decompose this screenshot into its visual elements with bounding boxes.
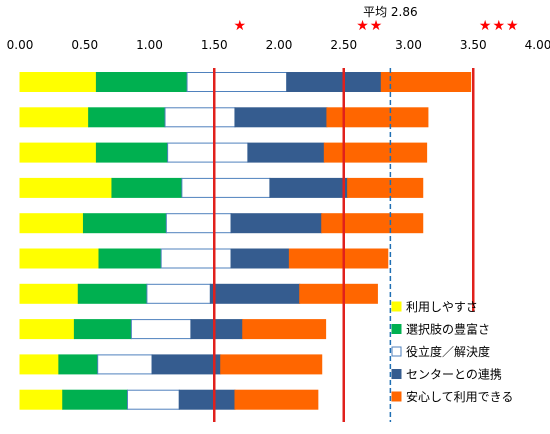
- bar-segment: [286, 72, 382, 92]
- bar-segment: [98, 248, 162, 269]
- bar-segment: [77, 283, 148, 304]
- bar-segment: [73, 319, 132, 340]
- star-rating-label: ★★: [356, 18, 383, 34]
- bar-segment: [178, 389, 236, 410]
- bar-segment: [190, 319, 244, 340]
- bar-segment: [167, 142, 249, 163]
- bar-segment: [220, 354, 323, 375]
- bar-segment: [58, 354, 99, 375]
- bar-segment: [19, 107, 90, 128]
- bar-segment: [19, 354, 60, 375]
- bar-segment: [111, 177, 183, 198]
- x-tick-label: 2.50: [330, 38, 357, 52]
- bar-segment: [126, 389, 180, 410]
- bar-segment: [62, 389, 128, 410]
- bar-segment: [181, 177, 271, 198]
- reference-labels: ★ ★★ ★★★平均 2.86: [233, 5, 520, 34]
- bar-segment: [380, 72, 472, 92]
- bar-segment: [19, 213, 84, 234]
- x-axis-ticks: 0.00 0.50 1.00 1.50 2.00 2.50 3.00 3.50 4.00: [7, 38, 550, 52]
- bar-segment: [19, 389, 64, 410]
- bar-segment: [19, 248, 100, 269]
- legend-label: センターとの連携: [406, 367, 502, 382]
- x-tick-label: 0.00: [7, 38, 34, 52]
- star-rating-label: ★★★: [479, 18, 520, 34]
- star-rating-label: ★: [233, 18, 247, 34]
- legend-swatch: [391, 369, 402, 379]
- x-tick-label: 1.00: [136, 38, 163, 52]
- x-tick-label: 1.50: [201, 38, 228, 52]
- bar-segment: [151, 354, 222, 375]
- legend-swatch: [391, 346, 402, 357]
- legend-swatch: [391, 391, 402, 402]
- bar-segment: [269, 177, 349, 198]
- bar-segment: [165, 213, 232, 234]
- legend-label: 利用しやすさ: [406, 300, 478, 314]
- bar-segment: [209, 283, 301, 304]
- bar-segment: [130, 319, 192, 340]
- bar-segment: [82, 213, 167, 234]
- legend-label: 役立度／解決度: [406, 344, 490, 359]
- bar-segment: [88, 107, 166, 128]
- bar-segment: [230, 248, 290, 269]
- legend-swatch: [391, 324, 402, 334]
- x-tick-label: 0.50: [71, 38, 98, 52]
- bar-segment: [19, 283, 79, 304]
- bar-segment: [234, 107, 328, 128]
- bar-segment: [97, 354, 153, 375]
- bar-segment: [19, 142, 97, 163]
- x-tick-label: 3.00: [395, 38, 422, 52]
- bar-segment: [19, 177, 113, 198]
- bar-segment: [323, 142, 428, 163]
- x-tick-label: 3.50: [460, 38, 487, 52]
- bar-segment: [230, 213, 323, 234]
- bar-segment: [160, 248, 232, 269]
- bar-segment: [288, 248, 389, 269]
- reference-lines: [213, 68, 475, 422]
- x-tick-label: 4.00: [525, 38, 550, 52]
- x-tick-label: 2.00: [266, 38, 293, 52]
- bar-segment: [95, 72, 188, 92]
- bar-segment: [19, 72, 97, 92]
- bar-segment: [326, 107, 429, 128]
- bar-segment: [164, 107, 236, 128]
- legend-label: 安心して利用できる: [406, 389, 513, 404]
- average-label: 平均 2.86: [363, 5, 418, 19]
- legend-label: 選択肢の豊富さ: [406, 322, 490, 337]
- bar-segment: [247, 142, 325, 163]
- bars: [19, 72, 472, 410]
- bar-segment: [186, 72, 288, 92]
- bar-segment: [234, 389, 319, 410]
- bar-segment: [19, 319, 75, 340]
- bar-segment: [299, 283, 378, 304]
- bar-segment: [95, 142, 169, 163]
- bar-segment: [321, 213, 424, 234]
- bar-segment: [146, 283, 211, 304]
- bar-segment: [242, 319, 327, 340]
- bar-segment: [347, 177, 424, 198]
- legend-swatch: [391, 301, 402, 312]
